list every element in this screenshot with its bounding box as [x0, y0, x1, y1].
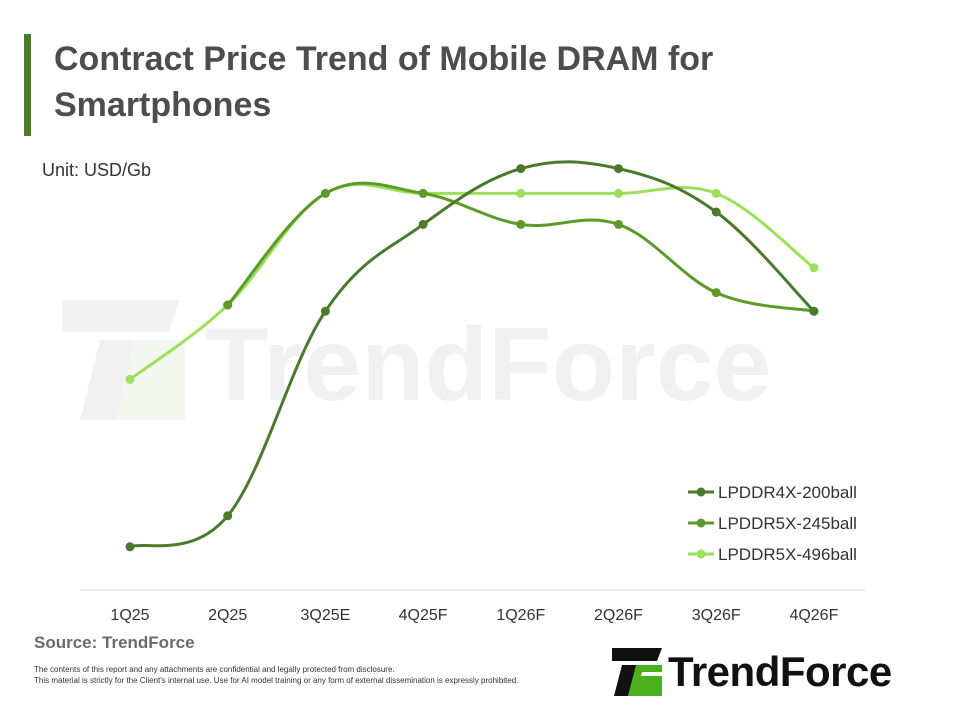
unit-label: Unit: USD/Gb — [42, 160, 152, 180]
x-tick-label: 4Q25F — [399, 607, 448, 624]
series-line — [128, 160, 816, 549]
series-layer — [125, 160, 819, 552]
series-line — [226, 181, 816, 313]
legend-label: LPDDR5X-245ball — [718, 514, 857, 533]
x-tick-label: 3Q25E — [300, 607, 350, 624]
legend-label: LPDDR5X-496ball — [718, 545, 857, 564]
trendforce-logo: TrendForce — [612, 646, 932, 698]
data-point — [320, 306, 330, 316]
legend-item: LPDDR4X-200ball — [688, 483, 857, 502]
data-point — [711, 288, 721, 298]
data-point — [516, 219, 526, 229]
data-point — [223, 300, 233, 310]
logo-text: TrendForce — [668, 648, 892, 695]
data-point — [125, 374, 135, 384]
data-point — [516, 188, 526, 198]
data-point — [614, 188, 623, 198]
data-point — [711, 207, 721, 217]
trendforce-logo-mark-icon — [612, 648, 662, 696]
chart-title: Contract Price Trend of Mobile DRAM for … — [54, 40, 714, 124]
x-tick-label: 2Q25 — [208, 607, 247, 624]
x-tick-label: 1Q25 — [110, 607, 149, 624]
x-tick-label: 1Q26F — [496, 607, 545, 624]
data-point — [320, 188, 330, 198]
legend-swatch-marker — [696, 518, 706, 528]
legend: LPDDR4X-200ball LPDDR5X-245ball LPDDR5X-49… — [688, 483, 857, 564]
legend-item: LPDDR5X-496ball — [688, 545, 857, 564]
title-accent-bar — [24, 34, 31, 136]
data-point — [418, 219, 428, 229]
watermark: TrendForce — [62, 300, 771, 423]
x-tick-label: 3Q26F — [692, 607, 741, 624]
disclaimer-line-1: The contents of this report and any atta… — [34, 665, 395, 674]
disclaimer: The contents of this report and any atta… — [34, 664, 594, 686]
disclaimer-line-2: This material is strictly for the Client… — [34, 676, 519, 685]
data-point — [809, 263, 819, 273]
x-axis-ticks: 1Q25 2Q25 3Q25E 4Q25F 1Q26F 2Q26F 3Q26F 4Q26F — [110, 607, 838, 624]
x-tick-label: 2Q26F — [594, 607, 643, 624]
legend-label: LPDDR4X-200ball — [718, 483, 857, 502]
legend-swatch-marker — [696, 549, 706, 559]
data-point — [809, 306, 819, 316]
legend-item: LPDDR5X-245ball — [688, 514, 857, 533]
watermark-text: TrendForce — [205, 307, 771, 423]
series-LPDDR5X-245ball — [223, 181, 819, 316]
watermark-logo-mark-icon — [62, 300, 185, 420]
source-label: Source: TrendForce — [34, 633, 195, 652]
data-point — [418, 188, 428, 198]
data-point — [516, 164, 526, 174]
series-LPDDR4X-200ball — [125, 160, 819, 552]
data-point — [711, 188, 721, 198]
legend-swatch-marker — [696, 487, 706, 497]
x-tick-label: 4Q26F — [789, 607, 838, 624]
data-point — [223, 511, 233, 521]
data-point — [614, 219, 623, 229]
data-point — [614, 164, 623, 174]
data-point — [125, 542, 135, 552]
